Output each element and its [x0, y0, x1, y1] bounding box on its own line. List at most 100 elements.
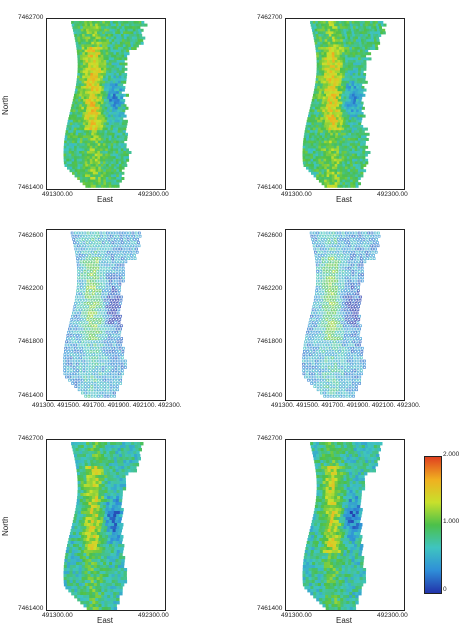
- heatmap-cell: [336, 140, 340, 144]
- heatmap-cell: [348, 44, 352, 48]
- heatmap-cell: [90, 394, 94, 398]
- heatmap-cell: [83, 496, 87, 500]
- heatmap-cell: [342, 138, 346, 141]
- heatmap-cell: [367, 21, 371, 24]
- heatmap-cell: [105, 145, 109, 149]
- heatmap-cell: [325, 47, 329, 50]
- heatmap-cell: [346, 238, 350, 241]
- heatmap-cell: [108, 177, 112, 180]
- heatmap-cell: [345, 39, 349, 43]
- heatmap-cell: [80, 263, 83, 267]
- heatmap-cell: [109, 302, 113, 305]
- heatmap-cell: [375, 21, 379, 24]
- heatmap-cell: [79, 451, 83, 455]
- heatmap-cell: [87, 391, 91, 395]
- heatmap-cell: [333, 93, 337, 97]
- heatmap-cell: [69, 166, 73, 170]
- heatmap-cell: [103, 311, 107, 315]
- heatmap-cell: [345, 388, 349, 392]
- heatmap-cell: [130, 451, 134, 455]
- heatmap-cell: [84, 161, 88, 165]
- heatmap-cell: [88, 135, 92, 139]
- heatmap-cell: [104, 238, 108, 241]
- heatmap-cell: [108, 73, 112, 76]
- heatmap-cell: [317, 21, 321, 24]
- heatmap-cell: [104, 117, 108, 121]
- heatmap-cell: [116, 327, 119, 331]
- heatmap-cell: [306, 119, 310, 123]
- heatmap-cell: [77, 475, 81, 479]
- heatmap-cell: [103, 179, 107, 183]
- heatmap-cell: [310, 104, 314, 108]
- heatmap-cell: [306, 343, 310, 347]
- heatmap-cell: [303, 140, 307, 144]
- heatmap-cell: [348, 327, 352, 331]
- heatmap-cell: [342, 340, 346, 344]
- heatmap-cell: [95, 442, 99, 446]
- heatmap-cell: [328, 104, 332, 108]
- heatmap-cell: [89, 145, 93, 149]
- heatmap-cell: [307, 375, 310, 379]
- heatmap-cell: [100, 104, 104, 108]
- heatmap-cell: [323, 93, 327, 97]
- heatmap-cell: [90, 184, 94, 188]
- heatmap-cell: [77, 70, 81, 74]
- heatmap-cell: [97, 156, 101, 160]
- heatmap-cell: [120, 156, 124, 160]
- heatmap-cell: [106, 70, 110, 74]
- heatmap-cell: [337, 91, 340, 95]
- heatmap-cell: [107, 484, 112, 488]
- heatmap-cell: [88, 308, 92, 312]
- heatmap-cell: [74, 454, 78, 458]
- heatmap-cell: [358, 166, 361, 170]
- heatmap-cell: [321, 49, 324, 53]
- heatmap-cell: [80, 445, 85, 449]
- heatmap-cell: [98, 171, 101, 175]
- heatmap-cell: [347, 182, 351, 186]
- heatmap-cell: [76, 49, 80, 53]
- heatmap-cell: [308, 334, 312, 337]
- heatmap-cell: [318, 49, 322, 53]
- heatmap-cell: [341, 305, 344, 308]
- heatmap-cell: [310, 143, 314, 147]
- heatmap-cell: [85, 372, 89, 376]
- heatmap-cell: [333, 130, 337, 134]
- heatmap-cell: [92, 359, 95, 363]
- heatmap-cell: [342, 75, 345, 79]
- heatmap-cell: [132, 28, 136, 32]
- heatmap-cell: [358, 62, 362, 66]
- heatmap-cell: [355, 73, 359, 76]
- heatmap-cell: [89, 151, 93, 154]
- heatmap-cell: [341, 23, 345, 27]
- heatmap-cell: [99, 132, 102, 136]
- heatmap-cell: [71, 153, 75, 157]
- heatmap-cell: [315, 153, 319, 157]
- heatmap-cell: [84, 153, 88, 157]
- heatmap-cell: [365, 161, 369, 165]
- x-tick-label: 491500.: [57, 402, 81, 409]
- heatmap-cell: [114, 41, 118, 45]
- heatmap-cell: [67, 343, 71, 347]
- heatmap-cell: [352, 145, 356, 149]
- heatmap-cell: [96, 83, 100, 87]
- heatmap-cell: [319, 276, 323, 280]
- heatmap-cell: [332, 314, 336, 318]
- heatmap-cell: [345, 132, 349, 136]
- heatmap-cell: [94, 254, 98, 257]
- heatmap-cell: [97, 151, 101, 154]
- heatmap-cell: [75, 88, 79, 92]
- heatmap-cell: [84, 93, 88, 97]
- heatmap-cell: [72, 308, 76, 312]
- heatmap-cell: [319, 67, 323, 71]
- heatmap-cell: [91, 238, 95, 241]
- heatmap-cell: [325, 132, 328, 136]
- heatmap-cell: [338, 31, 342, 35]
- heatmap-cell: [355, 169, 359, 173]
- heatmap-cell: [105, 282, 109, 286]
- heatmap-cell: [82, 359, 86, 363]
- heatmap-cell: [352, 70, 356, 74]
- heatmap-cell: [362, 80, 366, 84]
- heatmap-cell: [82, 502, 86, 506]
- heatmap-cell: [103, 375, 107, 379]
- heatmap-cell: [332, 343, 336, 347]
